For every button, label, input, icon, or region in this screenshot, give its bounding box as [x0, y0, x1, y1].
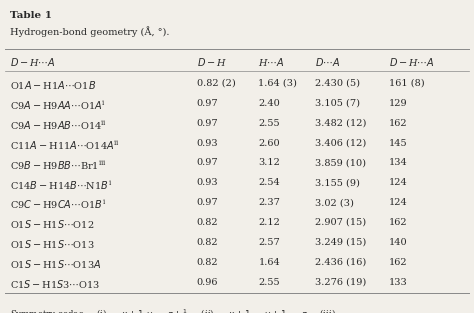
Text: $D-$H: $D-$H [197, 56, 227, 68]
Text: 2.60: 2.60 [258, 138, 280, 147]
Text: 3.859 (10): 3.859 (10) [315, 158, 366, 167]
Text: 3.155 (9): 3.155 (9) [315, 178, 360, 187]
Text: 0.97: 0.97 [197, 158, 219, 167]
Text: 124: 124 [389, 178, 408, 187]
Text: C14$B-$H14$B\cdots$N1$B^{\mathregular{i}}$: C14$B-$H14$B\cdots$N1$B^{\mathregular{i}… [10, 178, 112, 192]
Text: C11$A-$H11$A\cdots$O14$A^{\mathregular{ii}}$: C11$A-$H11$A\cdots$O14$A^{\mathregular{i… [10, 138, 120, 152]
Text: 2.430 (5): 2.430 (5) [315, 79, 360, 88]
Text: 2.57: 2.57 [258, 238, 280, 247]
Text: 0.97: 0.97 [197, 198, 219, 207]
Text: C9$A-$H9$AA\cdots$O1$A^{\mathregular{i}}$: C9$A-$H9$AA\cdots$O1$A^{\mathregular{i}}… [10, 99, 106, 112]
Text: 129: 129 [389, 99, 407, 108]
Text: O1$A-$H1$A\cdots$O1$B$: O1$A-$H1$A\cdots$O1$B$ [10, 79, 97, 91]
Text: Symmetry codes:    (i)   $-x+1, y, -z+\frac{1}{2}$;    (ii)   $-x+1, -y+1, -z$; : Symmetry codes: (i) $-x+1, y, -z+\frac{1… [10, 308, 336, 313]
Text: 0.96: 0.96 [197, 278, 218, 287]
Text: 3.249 (15): 3.249 (15) [315, 238, 366, 247]
Text: 2.40: 2.40 [258, 99, 280, 108]
Text: 162: 162 [389, 119, 407, 128]
Text: 124: 124 [389, 198, 408, 207]
Text: 0.82: 0.82 [197, 218, 219, 227]
Text: 162: 162 [389, 218, 407, 227]
Text: Table 1: Table 1 [10, 11, 53, 20]
Text: 145: 145 [389, 138, 407, 147]
Text: C9$C-$H9$CA\cdots$O1$B^{\mathregular{i}}$: C9$C-$H9$CA\cdots$O1$B^{\mathregular{i}}… [10, 198, 107, 211]
Text: O1$S-$H1$S\cdots$O13: O1$S-$H1$S\cdots$O13 [10, 238, 95, 250]
Text: Hydrogen-bond geometry (Å, °).: Hydrogen-bond geometry (Å, °). [10, 27, 170, 37]
Text: 2.436 (16): 2.436 (16) [315, 258, 366, 267]
Text: 0.93: 0.93 [197, 138, 219, 147]
Text: 3.02 (3): 3.02 (3) [315, 198, 354, 207]
Text: 140: 140 [389, 238, 407, 247]
Text: 3.276 (19): 3.276 (19) [315, 278, 366, 287]
Text: 134: 134 [389, 158, 408, 167]
Text: O1$S-$H1$S\cdots$O12: O1$S-$H1$S\cdots$O12 [10, 218, 95, 230]
Text: $D-$H$\cdots$$A$: $D-$H$\cdots$$A$ [389, 56, 434, 68]
Text: 2.907 (15): 2.907 (15) [315, 218, 366, 227]
Text: 1.64: 1.64 [258, 258, 280, 267]
Text: 0.82: 0.82 [197, 238, 219, 247]
Text: 133: 133 [389, 278, 408, 287]
Text: 3.406 (12): 3.406 (12) [315, 138, 366, 147]
Text: $D-$H$\cdots$$A$: $D-$H$\cdots$$A$ [10, 56, 56, 68]
Text: 2.55: 2.55 [258, 278, 280, 287]
Text: 0.93: 0.93 [197, 178, 219, 187]
Text: C1$S-$H1$S$3$\cdots$O13: C1$S-$H1$S$3$\cdots$O13 [10, 278, 101, 290]
Text: C9$A-$H9$AB\cdots$O14$^{\mathregular{ii}}$: C9$A-$H9$AB\cdots$O14$^{\mathregular{ii}… [10, 119, 107, 132]
Text: $D\cdots$$A$: $D\cdots$$A$ [315, 56, 340, 68]
Text: 2.54: 2.54 [258, 178, 280, 187]
Text: 3.482 (12): 3.482 (12) [315, 119, 366, 128]
Text: C9$B-$H9$BB\cdots$Br1$^{\mathregular{iii}}$: C9$B-$H9$BB\cdots$Br1$^{\mathregular{iii… [10, 158, 107, 172]
Text: 2.55: 2.55 [258, 119, 280, 128]
Text: 0.97: 0.97 [197, 99, 219, 108]
Text: 2.12: 2.12 [258, 218, 280, 227]
Text: 162: 162 [389, 258, 407, 267]
Text: 0.82: 0.82 [197, 258, 219, 267]
Text: 161 (8): 161 (8) [389, 79, 424, 88]
Text: 3.105 (7): 3.105 (7) [315, 99, 360, 108]
Text: O1$S-$H1$S\cdots$O13$A$: O1$S-$H1$S\cdots$O13$A$ [10, 258, 102, 270]
Text: 0.97: 0.97 [197, 119, 219, 128]
Text: 3.12: 3.12 [258, 158, 280, 167]
Text: 0.82 (2): 0.82 (2) [197, 79, 236, 88]
Text: 2.37: 2.37 [258, 198, 280, 207]
Text: 1.64 (3): 1.64 (3) [258, 79, 297, 88]
Text: H$\cdots$$A$: H$\cdots$$A$ [258, 56, 285, 68]
